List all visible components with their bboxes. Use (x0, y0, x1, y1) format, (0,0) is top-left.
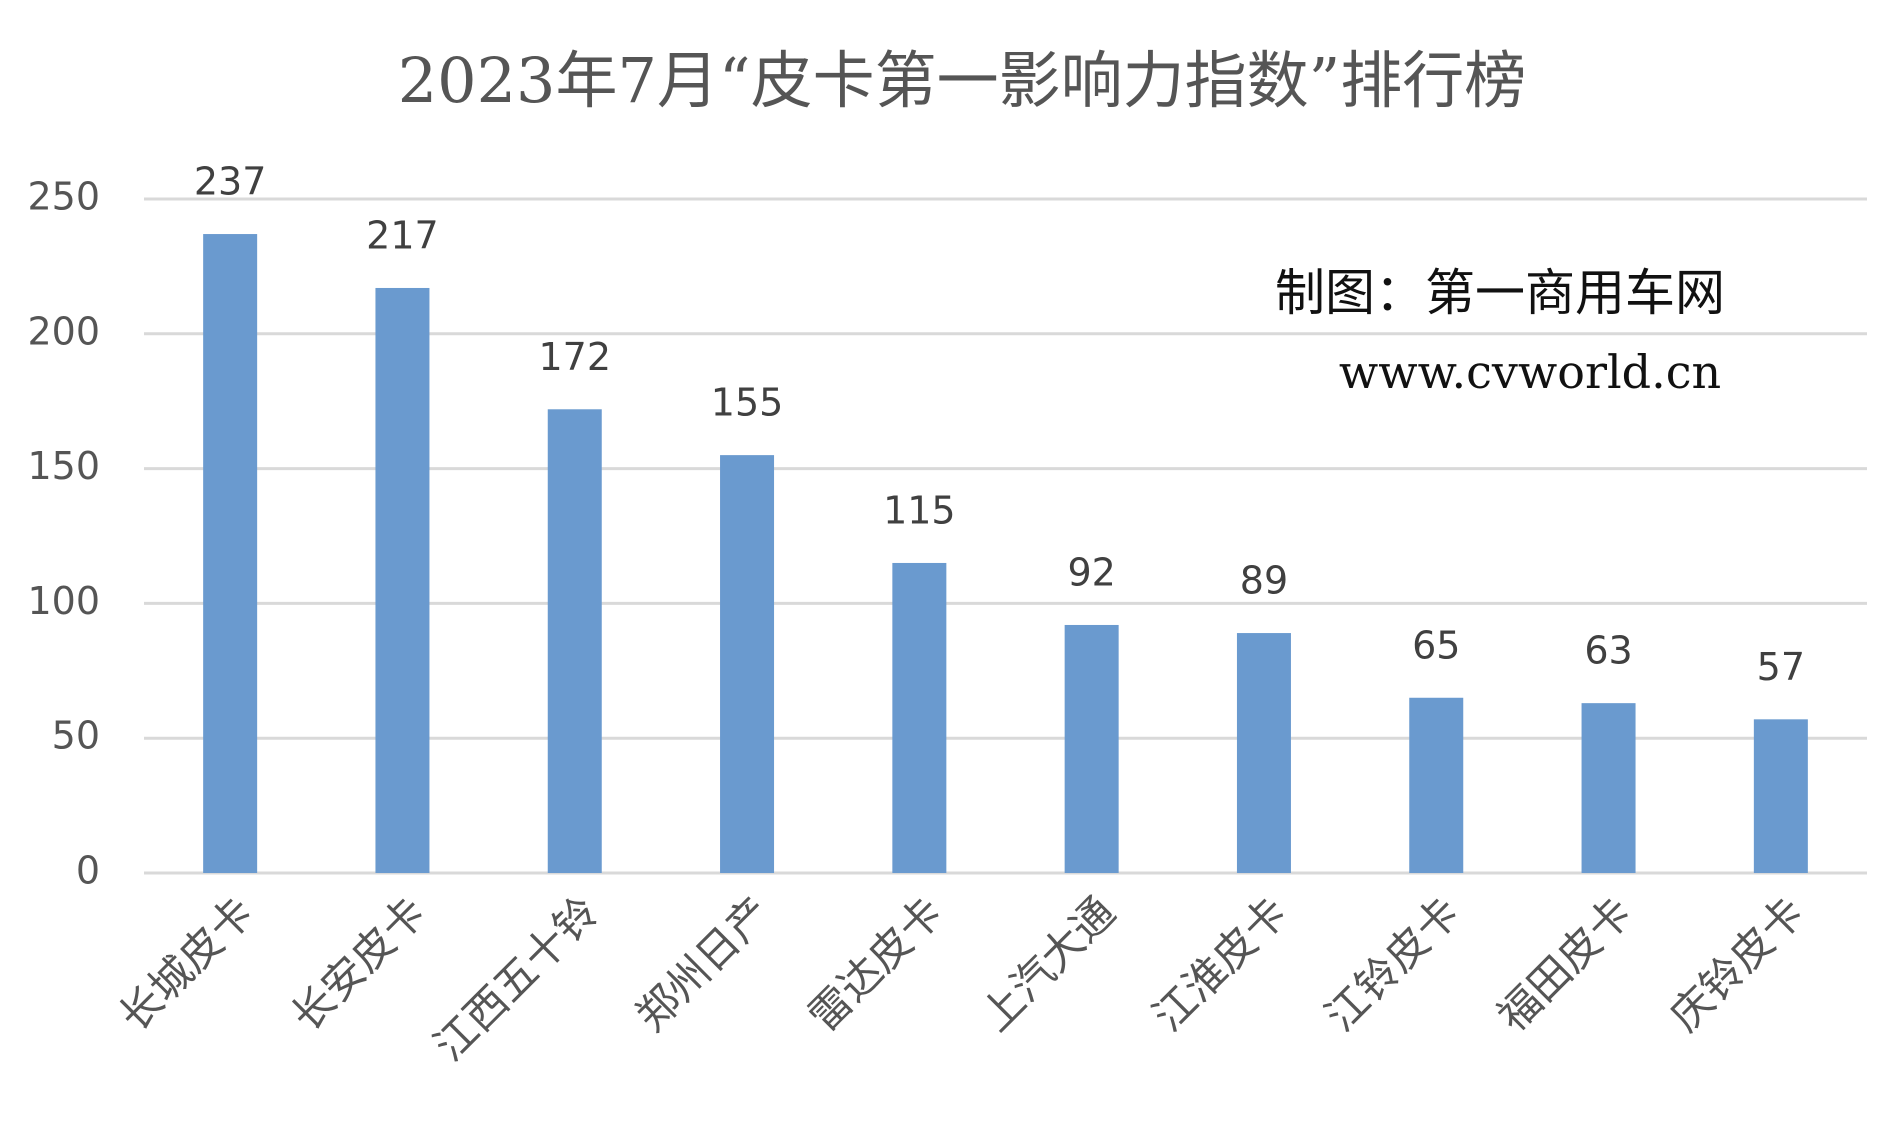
bar (1581, 703, 1636, 873)
y-tick-label: 150 (27, 444, 100, 488)
x-tick-label: 长安皮卡 (282, 887, 435, 1040)
x-tick-label: 郑州日产 (626, 887, 779, 1040)
value-label: 155 (711, 381, 784, 425)
y-tick-label: 100 (27, 579, 100, 623)
x-tick-label: 雷达皮卡 (799, 887, 952, 1040)
x-tick-label: 长城皮卡 (110, 887, 263, 1040)
bar (547, 409, 602, 873)
y-tick-label: 200 (27, 309, 100, 353)
bar (1064, 624, 1119, 873)
x-tick-label: 江淮皮卡 (1143, 887, 1296, 1040)
y-tick-label: 0 (76, 849, 100, 893)
value-label: 217 (366, 213, 439, 257)
x-tick-label: 庆铃皮卡 (1660, 887, 1813, 1040)
value-label: 237 (194, 160, 267, 204)
bar (203, 234, 258, 874)
y-tick-label: 50 (52, 714, 100, 758)
credit-note: 制图：第一商用车网 (1275, 264, 1725, 322)
value-label: 57 (1757, 645, 1805, 689)
chart-title: 2023年7月“皮卡第一影响力指数”排行榜 (398, 44, 1527, 117)
bar (720, 455, 775, 873)
x-tick-label: 江西五十铃 (424, 887, 607, 1070)
value-label: 172 (538, 335, 611, 379)
value-label: 92 (1067, 550, 1115, 594)
bar (375, 287, 430, 873)
x-tick-label: 福田皮卡 (1488, 887, 1641, 1040)
bar (1753, 719, 1808, 873)
bar (1409, 697, 1464, 873)
x-tick-label: 江铃皮卡 (1316, 887, 1469, 1040)
value-label: 115 (883, 488, 956, 532)
y-tick-label: 250 (27, 175, 100, 219)
value-label: 89 (1240, 559, 1288, 603)
bar (1236, 633, 1291, 873)
bar (892, 562, 947, 873)
value-label: 63 (1584, 629, 1632, 673)
source-url: www.cvworld.cn (1339, 345, 1721, 399)
x-tick-label: 上汽大通 (971, 887, 1124, 1040)
value-label: 65 (1412, 623, 1460, 667)
